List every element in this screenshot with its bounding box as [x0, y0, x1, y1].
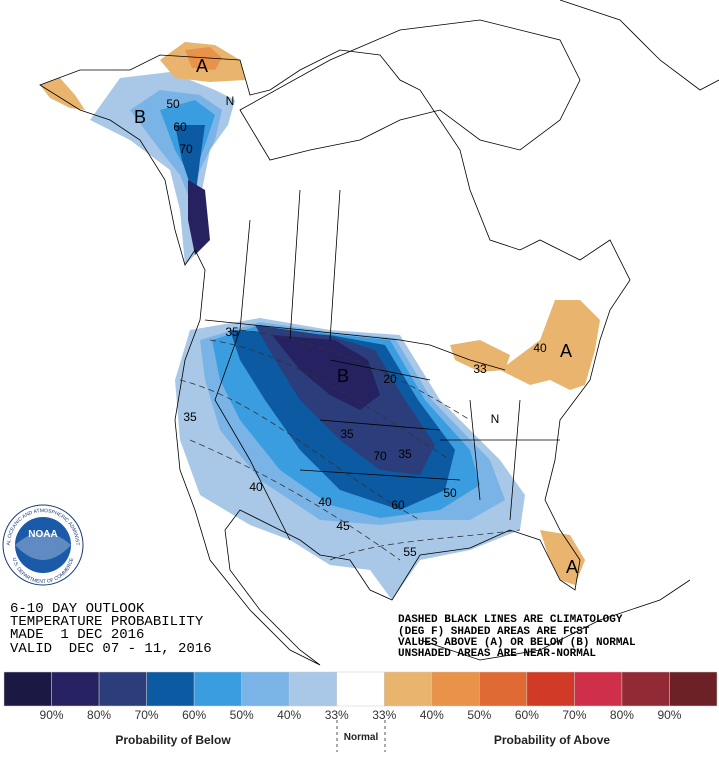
legend-swatch — [3, 671, 52, 707]
legend-swatch — [146, 671, 195, 707]
legend-label: 50% — [467, 708, 491, 722]
map-label: B — [134, 107, 146, 127]
legend-normal: Normal — [344, 732, 379, 743]
legend-swatch — [384, 671, 433, 707]
map-label: 40 — [249, 480, 263, 494]
legend-label: 70% — [135, 708, 159, 722]
map-label: A — [566, 557, 578, 577]
note-line: UNSHADED AREAS ARE NEAR-NORMAL — [398, 648, 596, 660]
header-line: TEMPERATURE PROBABILITY — [10, 614, 204, 630]
legend-swatch — [526, 671, 575, 707]
legend-swatch — [288, 671, 337, 707]
map-label: N — [491, 412, 500, 426]
map-label: 50 — [443, 486, 457, 500]
legend-label: 80% — [87, 708, 111, 722]
map-label: 70 — [179, 142, 193, 156]
legend: Probability of Below Normal Probability … — [3, 671, 718, 752]
header-line: MADE 1 DEC 2016 — [10, 627, 144, 643]
map-label: 20 — [383, 372, 397, 386]
map-label: 35 — [340, 427, 354, 441]
logo-ring-top: NATIONAL OCEANIC AND ATMOSPHERIC ADMINIS… — [0, 0, 80, 546]
map-label: 55 — [403, 545, 417, 559]
legend-swatch — [621, 671, 670, 707]
map-label: 60 — [391, 498, 405, 512]
header: 6-10 DAY OUTLOOK TEMPERATURE PROBABILITY… — [10, 601, 212, 657]
header-line: VALID DEC 07 - 11, 2016 — [10, 641, 212, 657]
map-label: A — [196, 56, 208, 76]
header-line: 6-10 DAY OUTLOOK — [10, 601, 145, 617]
map-label: 40 — [318, 495, 332, 509]
legend-swatch — [336, 671, 385, 707]
noaa-logo: NOAA NATIONAL OCEANIC AND ATMOSPHERIC AD… — [0, 0, 84, 586]
coastlines — [39, 0, 719, 666]
legend-swatch — [193, 671, 242, 707]
legend-swatch — [51, 671, 100, 707]
map-labels: A B 50 60 70 N 35 B 20 35 70 35 40 40 45… — [134, 56, 578, 577]
legend-label: 50% — [230, 708, 254, 722]
map-label: 50 — [166, 97, 180, 111]
legend-swatch — [479, 671, 528, 707]
legend-label: 90% — [657, 708, 681, 722]
map-label: 35 — [398, 447, 412, 461]
legend-swatch — [431, 671, 480, 707]
legend-label: 40% — [420, 708, 444, 722]
map-label: 35 — [225, 325, 239, 339]
map-label: 60 — [173, 120, 187, 134]
logo-name: NOAA — [28, 529, 57, 540]
map-label: 45 — [336, 519, 350, 533]
map-label: N — [226, 94, 235, 108]
map-label: 33 — [473, 362, 487, 376]
legend-label: 90% — [40, 708, 64, 722]
legend-label: 33% — [372, 708, 396, 722]
legend-label: 40% — [277, 708, 301, 722]
note-line: DASHED BLACK LINES ARE CLIMATOLOGY — [398, 614, 623, 626]
legend-below: Probability of Below — [115, 733, 231, 747]
legend-label: 60% — [182, 708, 206, 722]
legend-swatch — [98, 671, 147, 707]
note-line: (DEG F) SHADED AREAS ARE FCST — [398, 626, 590, 638]
map-label: 35 — [183, 410, 197, 424]
map-label: A — [560, 341, 572, 361]
legend-swatch — [669, 671, 718, 707]
legend-swatch — [241, 671, 290, 707]
map-label: B — [337, 366, 349, 386]
note-line: VALUES ABOVE (A) OR BELOW (B) NORMAL — [398, 637, 636, 649]
legend-above: Probability of Above — [494, 733, 611, 747]
shading — [40, 42, 600, 600]
climatology-lines — [179, 329, 521, 561]
legend-label: 33% — [325, 708, 349, 722]
legend-label: 60% — [515, 708, 539, 722]
legend-label: 80% — [610, 708, 634, 722]
notes: DASHED BLACK LINES ARE CLIMATOLOGY (DEG … — [398, 614, 636, 660]
map-label: 40 — [533, 341, 547, 355]
map-label: 70 — [373, 449, 387, 463]
legend-label: 70% — [562, 708, 586, 722]
legend-swatch — [574, 671, 623, 707]
